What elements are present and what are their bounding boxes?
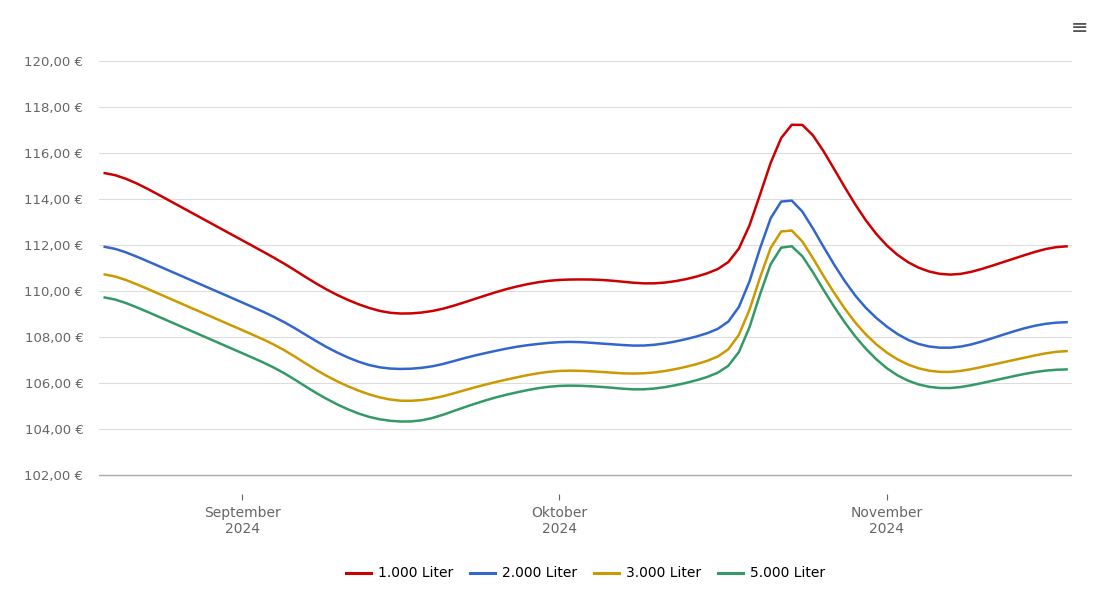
Legend: 1.000 Liter, 2.000 Liter, 3.000 Liter, 5.000 Liter: 1.000 Liter, 2.000 Liter, 3.000 Liter, 5…	[341, 561, 830, 586]
Text: ≡: ≡	[1071, 18, 1088, 38]
